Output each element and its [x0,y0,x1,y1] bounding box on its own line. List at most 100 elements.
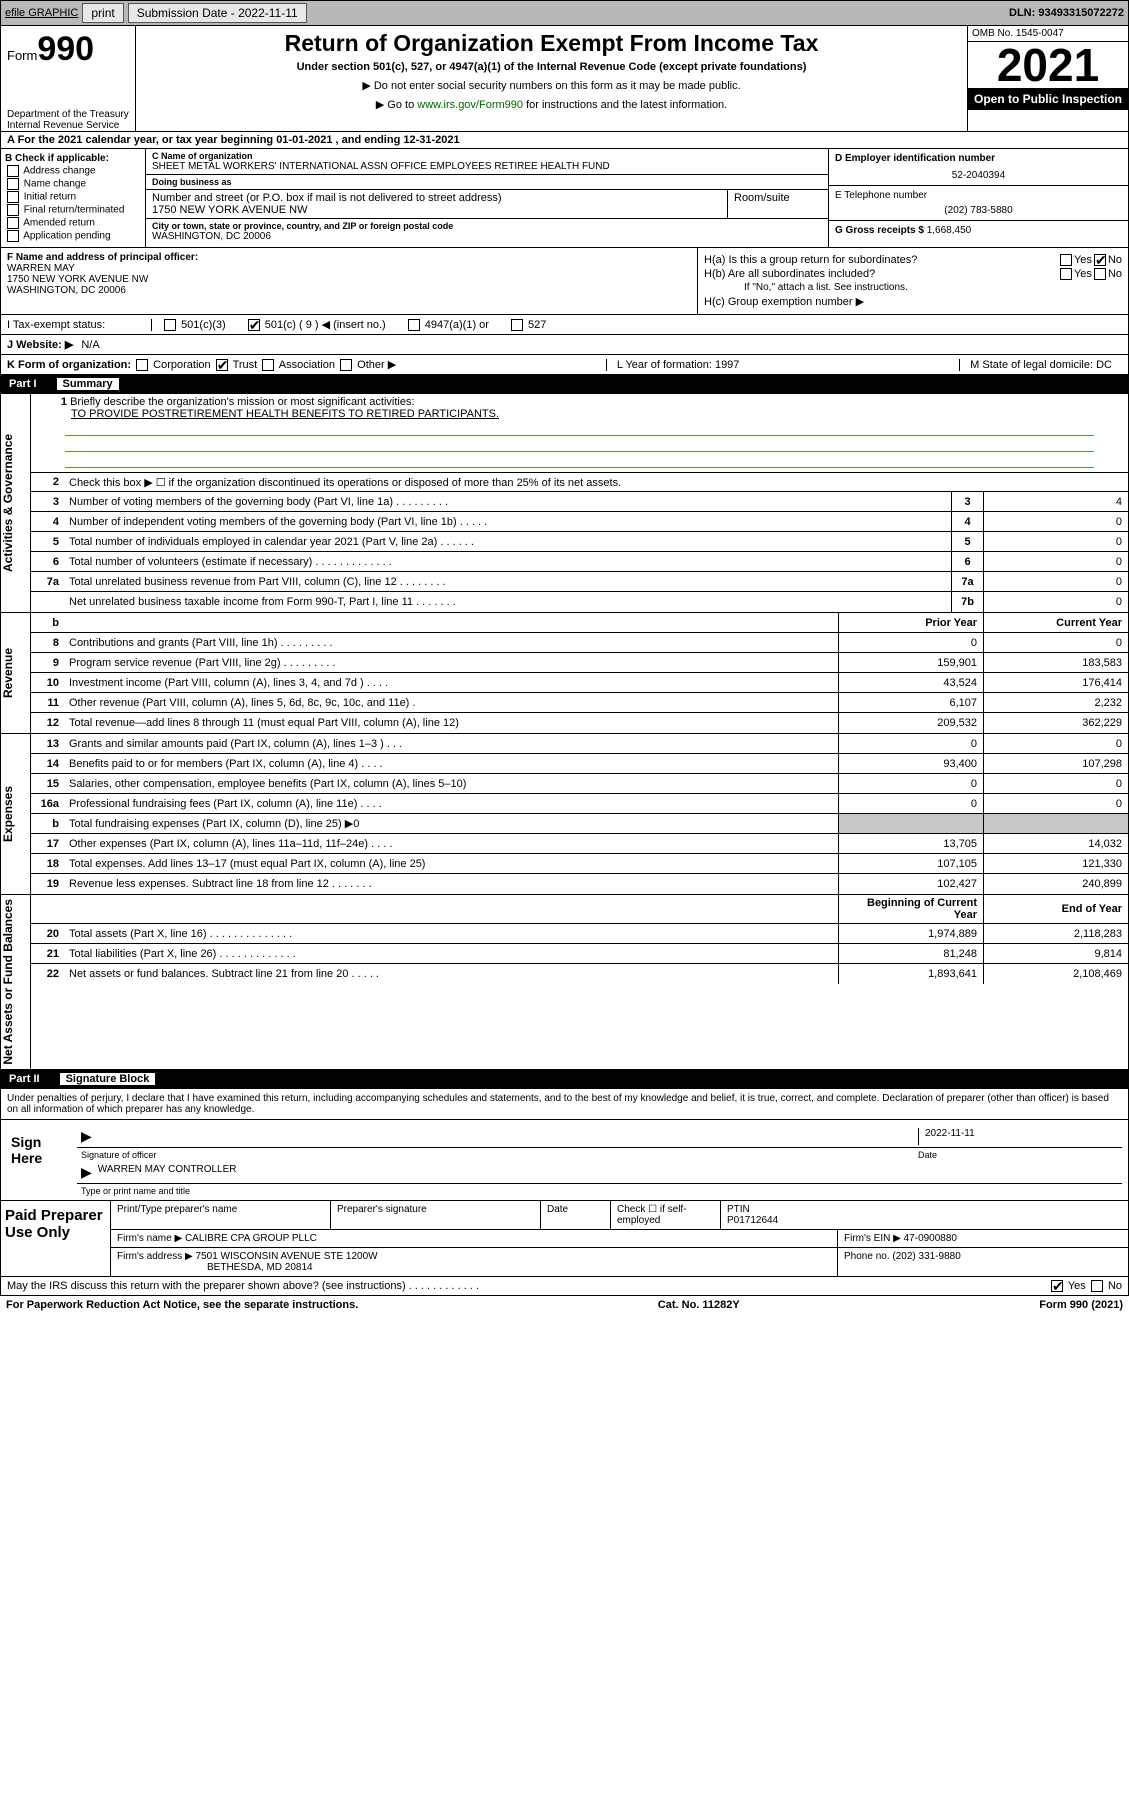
ha-no[interactable]: No [1108,254,1122,266]
form-org-label: K Form of organization: [7,359,131,371]
l22c: 2,108,469 [983,964,1128,984]
hb-no[interactable]: No [1108,268,1122,280]
city-label: City or town, state or province, country… [152,221,822,231]
line-9: Program service revenue (Part VIII, line… [65,655,838,671]
net-label: Net Assets or Fund Balances [1,895,31,1069]
hb-label: H(b) Are all subordinates included? [704,268,1058,280]
line-22: Net assets or fund balances. Subtract li… [65,966,838,982]
mission-text: TO PROVIDE POSTRETIREMENT HEALTH BENEFIT… [71,408,499,420]
line-8: Contributions and grants (Part VIII, lin… [65,635,838,651]
note-2: ▶ Go to www.irs.gov/Form990 for instruct… [144,98,959,111]
line-11: Other revenue (Part VIII, column (A), li… [65,695,838,711]
firm-ein-label: Firm's EIN ▶ [844,1233,901,1244]
l20c: 2,118,283 [983,924,1128,943]
opt-527[interactable]: 527 [528,319,546,331]
block-bcde: B Check if applicable: Address change Na… [0,149,1129,248]
opt-501c[interactable]: 501(c) ( 9 ) ◀ (insert no.) [265,319,386,331]
l10c: 176,414 [983,673,1128,692]
form-number: Form990 [7,30,129,69]
line-18: Total expenses. Add lines 13–17 (must eq… [65,856,838,872]
city-value: WASHINGTON, DC 20006 [152,231,822,242]
discuss-text: May the IRS discuss this return with the… [7,1280,479,1292]
discuss-no[interactable]: No [1108,1280,1122,1292]
l19c: 240,899 [983,874,1128,894]
name-label: C Name of organization [152,151,822,161]
line-4: Number of independent voting members of … [65,514,951,530]
part1-title: Summary [57,378,119,390]
gov-section: Activities & Governance 1 Briefly descri… [0,394,1129,613]
name-title-label: Type or print name and title [77,1186,1122,1196]
pra-note: For Paperwork Reduction Act Notice, see … [6,1299,358,1311]
discuss-yes[interactable]: Yes [1068,1280,1086,1292]
cb-initial[interactable]: Initial return [5,191,141,203]
exp-section: Expenses 13Grants and similar amounts pa… [0,734,1129,895]
col-c-orginfo: C Name of organization SHEET METAL WORKE… [146,149,828,247]
cb-final[interactable]: Final return/terminated [5,204,141,216]
l13c: 0 [983,734,1128,753]
ein-label: D Employer identification number [835,153,1122,164]
opt-trust[interactable]: Trust [233,359,258,371]
dln: DLN: 93493315072272 [1009,7,1124,19]
cb-amended[interactable]: Amended return [5,217,141,229]
note-1: ▶ Do not enter social security numbers o… [144,79,959,92]
opt-other[interactable]: Other ▶ [357,359,396,371]
firm-addr2: BETHESDA, MD 20814 [207,1262,313,1273]
part1-header: Part I Summary [0,375,1129,394]
prep-h3: Date [541,1201,611,1229]
l13p: 0 [838,734,983,753]
submission-date: Submission Date - 2022-11-11 [128,3,307,23]
rev-label: Revenue [1,613,31,733]
tax-year: 2021 [968,42,1128,88]
firm-phone-label: Phone no. [844,1251,890,1262]
print-button[interactable]: print [82,3,123,23]
irs-link[interactable]: www.irs.gov/Form990 [417,99,523,111]
cb-name[interactable]: Name change [5,178,141,190]
efile-link[interactable]: efile GRAPHIC [5,7,78,19]
row-j: J Website: ▶ N/A [0,335,1129,355]
l8c: 0 [983,633,1128,652]
opt-501c3[interactable]: 501(c)(3) [181,319,226,331]
opt-4947[interactable]: 4947(a)(1) or [425,319,489,331]
prep-h4: Check ☐ if self-employed [611,1201,721,1229]
preparer-title: Paid Preparer Use Only [1,1201,111,1276]
line-12: Total revenue—add lines 8 through 11 (mu… [65,715,838,731]
dba-label: Doing business as [152,177,822,187]
line-2: Check this box ▶ ☐ if the organization d… [65,474,1128,491]
part2-header: Part II Signature Block [0,1070,1129,1089]
line-6: Total number of volunteers (estimate if … [65,554,951,570]
ha-yes[interactable]: Yes [1074,254,1092,266]
declaration: Under penalties of perjury, I declare th… [0,1089,1129,1120]
officer-addr1: 1750 NEW YORK AVENUE NW [7,274,691,285]
prep-h2: Preparer's signature [331,1201,541,1229]
form-footer: Form 990 (2021) [1039,1299,1123,1311]
l18p: 107,105 [838,854,983,873]
ein-value: 52-2040394 [835,170,1122,181]
cb-pending[interactable]: Application pending [5,230,141,242]
l21p: 81,248 [838,944,983,963]
l8p: 0 [838,633,983,652]
part1-num: Part I [9,378,37,390]
officer-name: WARREN MAY [7,263,691,274]
hb-yes[interactable]: Yes [1074,268,1092,280]
cat-no: Cat. No. 11282Y [658,1299,740,1311]
opt-corp[interactable]: Corporation [153,359,210,371]
block-fh: F Name and address of principal officer:… [0,248,1129,315]
top-bar: efile GRAPHIC print Submission Date - 20… [0,0,1129,26]
year-formation: L Year of formation: 1997 [606,359,750,371]
l17c: 14,032 [983,834,1128,853]
line-19: Revenue less expenses. Subtract line 18 … [65,876,838,892]
prep-h1: Print/Type preparer's name [111,1201,331,1229]
l21c: 9,814 [983,944,1128,963]
l20p: 1,974,889 [838,924,983,943]
cb-address[interactable]: Address change [5,165,141,177]
line-5: Total number of individuals employed in … [65,534,951,550]
phone-label: E Telephone number [835,190,1122,201]
line-10: Investment income (Part VIII, column (A)… [65,675,838,691]
line-13: Grants and similar amounts paid (Part IX… [65,736,838,752]
domicile: M State of legal domicile: DC [959,359,1122,371]
website-value: N/A [81,339,99,351]
opt-assoc[interactable]: Association [279,359,335,371]
officer-addr2: WASHINGTON, DC 20006 [7,285,691,296]
line-17: Other expenses (Part IX, column (A), lin… [65,836,838,852]
line-16b: Total fundraising expenses (Part IX, col… [65,815,838,832]
